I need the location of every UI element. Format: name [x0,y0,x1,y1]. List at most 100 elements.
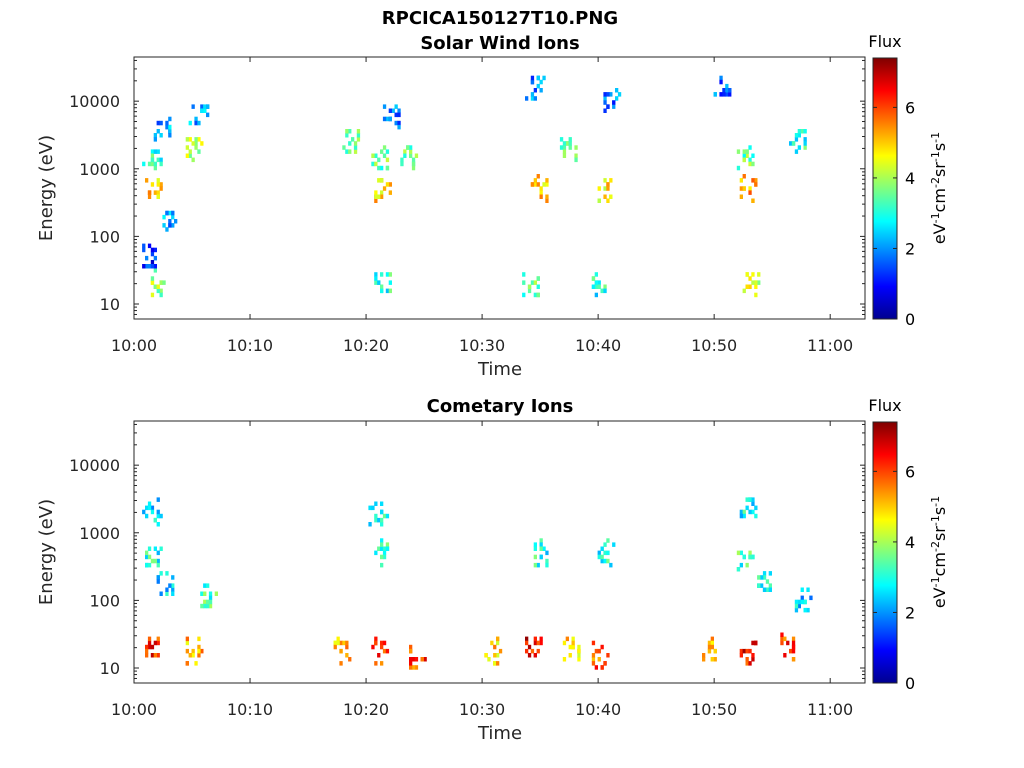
spectrogram-cell [348,141,352,146]
spectrogram-cell [754,284,758,289]
spectrogram-cell [751,554,755,560]
spectrogram-cell [388,272,392,277]
spectrogram-cell [382,104,387,109]
spectrogram-cell [194,120,198,126]
spectrogram-cell [594,665,598,670]
spectrogram-cell [345,644,349,650]
spectrogram-cell [150,260,155,265]
spectrogram-cell [713,648,717,654]
x-axis: 10:00 10:10 10:20 10:30 10:40 10:50 11:00 [111,57,853,355]
spectrogram-cell [562,640,567,646]
spectrogram-cell [142,161,146,167]
spectrogram-cell [165,120,169,126]
spectrogram-cell [574,145,578,150]
x-tick-label: 10:20 [343,700,389,719]
spectrogram-cell [385,513,390,519]
spectrogram-cell [496,653,500,658]
colorbar-ticks: 0 2 4 6 [873,462,915,693]
spectrogram-cell [377,178,381,183]
colorbar-tick-label: 0 [905,310,915,329]
spectrogram-cell [153,149,157,154]
spectrogram-cell [191,104,195,109]
spectrogram-cell [385,116,390,122]
spectrogram-cell [156,288,160,294]
spectrogram-cell [414,665,419,670]
spectrogram-cell [185,648,189,654]
spectrogram-cell [339,661,343,666]
spectrogram-cell [382,554,387,560]
spectrogram-cells [142,75,807,298]
spectrogram-cell [710,657,714,662]
spectrogram-cell [533,96,537,101]
spectrogram-cell [545,194,549,199]
spectrogram-cell [490,640,494,646]
spectrogram-cell [702,657,706,662]
colorbar-tick-label: 0 [905,674,915,693]
spectrogram-cell [748,157,752,163]
spectrogram-cell [208,599,213,605]
spectrogram-cell [797,603,801,609]
spectrogram-cell [600,288,604,294]
x-tick-label: 10:30 [459,700,505,719]
spectrogram-cell [197,644,201,650]
spectrogram-cell [403,149,407,154]
spectrogram-cell [751,653,755,658]
spectrogram-cell [382,186,387,191]
spectrogram-cell [525,96,529,101]
spectrogram-cell [147,562,152,568]
spectrogram-cell [203,591,207,596]
spectrogram-cell [748,554,752,560]
spectrogram-cell [754,292,758,298]
spectrogram-cell [487,657,491,662]
spectrogram-cell [156,190,160,195]
spectrogram-cell [156,129,160,134]
spectrogram-cell [185,145,189,150]
spectrogram-cell [206,599,210,605]
colorbar-gradient [872,57,898,320]
spectrogram-cell [809,595,813,601]
spectrogram-cell [562,141,567,146]
spectrogram-cell [783,653,787,658]
spectrogram-cell [156,558,160,564]
spectrogram-cell [374,517,378,523]
spectrogram-cell [533,280,537,285]
spectrogram-cell [606,182,610,187]
spectrogram-cell [542,546,546,551]
spectrogram-cell [380,517,384,523]
spectrogram-cell [142,243,146,249]
spectrogram-cell [388,288,392,294]
spectrogram-cell [194,661,198,666]
spectrogram-cell [142,247,146,253]
spectrogram-cell [150,149,155,154]
spectrogram-cell [345,640,349,646]
spectrogram-cell [603,558,607,564]
spectrogram-cell [745,562,749,568]
spectrogram-cell [380,284,384,289]
spectrogram-cell [409,661,413,666]
spectrogram-cell [150,157,155,163]
colorbar-ticks: 0 2 4 6 [873,98,915,329]
spectrogram-cell [200,648,204,654]
spectrogram-cell [803,129,807,134]
colorbar-tick-label: 2 [905,239,915,258]
spectrogram-cell [597,186,601,191]
spectrogram-cell [147,644,152,650]
spectrogram-cell [145,255,149,261]
x-axis-label: Time [477,723,522,744]
spectrogram-cell [539,79,543,85]
spectrogram-cell [539,190,543,195]
spectrogram-cell [742,509,746,515]
spectrogram-cell [147,161,152,167]
spectrogram-cell [145,550,149,556]
x-tick-label: 10:50 [691,336,737,355]
spectrogram-cell [397,112,401,118]
spectrogram-cell [736,165,741,171]
spectrogram-cell [409,665,413,670]
x-tick-label: 10:50 [691,700,737,719]
colorbar-gradient [872,421,898,684]
spectrogram-cell [760,575,764,580]
plot-area-background [134,57,865,319]
spectrogram-cell [374,280,378,285]
spectrogram-cell [380,542,384,547]
